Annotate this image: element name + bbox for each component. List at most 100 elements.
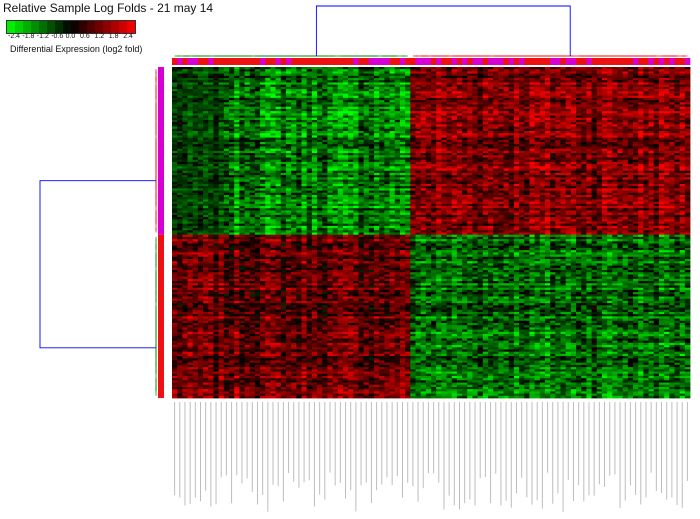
heatmap-cell <box>446 150 453 154</box>
heatmap-cell <box>358 106 365 110</box>
heatmap-cell <box>436 126 442 130</box>
heatmap-cell <box>622 97 629 101</box>
heatmap-cell <box>239 150 245 154</box>
heatmap-cell <box>213 159 220 163</box>
heatmap-cell <box>653 80 660 83</box>
heatmap-cell <box>172 150 178 154</box>
heatmap-cell <box>596 108 603 112</box>
heatmap-cell <box>228 159 235 163</box>
heatmap-cell <box>182 82 188 86</box>
heatmap-cell <box>627 126 634 130</box>
heatmap-cell <box>596 113 603 116</box>
heatmap-cell <box>285 80 292 83</box>
heatmap-cell <box>379 126 385 130</box>
heatmap-cell <box>674 166 681 169</box>
heatmap-cell <box>638 69 644 72</box>
heatmap-cell <box>405 135 411 139</box>
heatmap-cell <box>436 89 442 92</box>
heatmap-cell <box>467 139 473 143</box>
heatmap-cell <box>607 102 613 105</box>
heatmap-cell <box>544 159 551 163</box>
heatmap-cell <box>353 78 359 81</box>
heatmap-cell <box>389 108 396 112</box>
heatmap-cell <box>576 170 582 174</box>
heatmap-cell <box>399 95 406 99</box>
heatmap-cell <box>565 108 572 112</box>
heatmap-cell <box>415 115 422 119</box>
heatmap-cell <box>462 102 468 105</box>
heatmap-cell <box>172 144 178 147</box>
heatmap-cell <box>353 130 359 134</box>
heatmap-cell <box>353 142 359 145</box>
heatmap-cell <box>503 139 510 143</box>
heatmap-cell <box>648 111 655 114</box>
heatmap-cell <box>638 148 644 152</box>
heatmap-cell <box>482 157 489 161</box>
heatmap-cell <box>254 170 261 174</box>
heatmap-cell <box>275 139 282 143</box>
heatmap-cell <box>399 84 406 88</box>
heatmap-cell <box>254 97 261 101</box>
heatmap-cell <box>301 150 308 154</box>
heatmap-cell <box>627 161 634 165</box>
heatmap-cell <box>197 155 204 158</box>
heatmap-cell <box>249 104 256 108</box>
heatmap-cell <box>317 164 323 167</box>
heatmap-cell <box>544 108 551 112</box>
heatmap-cell <box>187 115 194 119</box>
heatmap-cell <box>601 104 608 108</box>
heatmap-cell <box>513 78 520 81</box>
heatmap-cell <box>544 170 551 174</box>
heatmap-cell <box>317 150 323 154</box>
heatmap-cell <box>280 69 287 72</box>
heatmap-cell <box>684 144 691 147</box>
heatmap-cell <box>653 84 660 88</box>
heatmap-cell <box>684 86 691 90</box>
heatmap-cell <box>431 67 437 70</box>
heatmap-cell <box>399 113 406 116</box>
heatmap-cell <box>669 71 675 75</box>
heatmap-cell <box>363 124 370 127</box>
heatmap-cell <box>622 157 629 161</box>
heatmap-cell <box>348 146 354 150</box>
heatmap-cell <box>482 89 489 92</box>
heatmap-cell <box>477 144 484 147</box>
heatmap-cell <box>487 100 494 103</box>
heatmap-cell <box>208 133 214 136</box>
heatmap-cell <box>342 84 349 88</box>
heatmap-cell <box>327 144 333 147</box>
heatmap-cell <box>534 86 541 90</box>
colorbar-label: Differential Expression (log2 fold) <box>10 44 143 54</box>
heatmap-cell <box>260 139 266 143</box>
heatmap-cell <box>498 97 504 101</box>
heatmap-cell <box>560 148 567 152</box>
heatmap-cell <box>544 86 551 90</box>
heatmap-cell <box>519 126 525 130</box>
heatmap-cell <box>653 172 660 176</box>
heatmap-cell <box>674 115 681 119</box>
heatmap-cell <box>306 175 313 178</box>
heatmap-cell <box>172 170 178 174</box>
heatmap-cell <box>456 97 463 101</box>
heatmap-cell <box>394 128 401 132</box>
heatmap-cell <box>405 115 411 119</box>
heatmap-cell <box>415 175 422 178</box>
heatmap-cell <box>560 128 567 132</box>
heatmap-cell <box>311 155 318 158</box>
heatmap-cell <box>394 73 401 77</box>
heatmap-cell <box>177 155 183 158</box>
heatmap-cell <box>368 80 375 83</box>
heatmap-cell <box>596 130 603 134</box>
heatmap-cell <box>358 166 365 169</box>
heatmap-cell <box>260 100 266 103</box>
heatmap-cell <box>353 135 359 139</box>
heatmap-cell <box>265 161 271 165</box>
heatmap-cell <box>539 168 546 172</box>
heatmap-cell <box>550 164 556 167</box>
heatmap-cell <box>192 172 199 176</box>
heatmap-cell <box>218 164 225 167</box>
heatmap-cell <box>607 172 613 176</box>
heatmap-cell <box>456 126 463 130</box>
heatmap-cell <box>197 157 204 161</box>
heatmap-cell <box>420 133 427 136</box>
